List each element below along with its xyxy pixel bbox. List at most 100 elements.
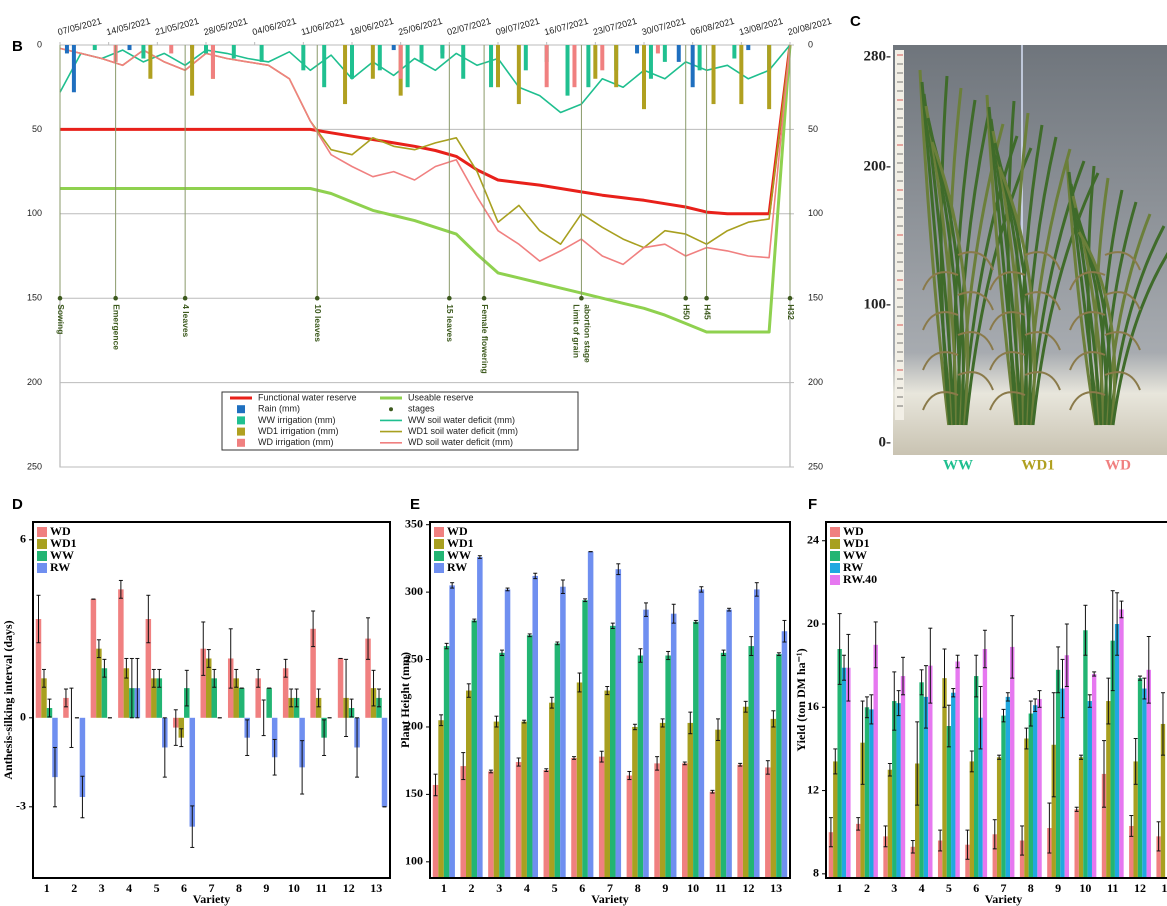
stage-point [787,295,793,301]
bar [419,45,424,62]
plant-leaf [1104,251,1141,271]
panel-label: E [410,496,420,513]
bar [690,45,695,88]
plant-stalk [922,93,956,426]
y-tick-label: 0 [20,710,26,724]
bar [1060,688,1065,878]
stage-label: Limit of grain [572,304,582,358]
y-tick-label: 150 [405,786,423,800]
bar [549,702,555,878]
x-tick-label: 25/06/2021 [397,16,443,37]
x-tick-label: 6 [579,881,585,895]
bar [720,652,727,878]
x-tick-label: 13 [770,881,782,895]
x-tick-label: 4 [919,881,925,895]
bar [322,45,327,88]
bar [544,45,549,88]
x-tick-label: 10 [687,881,699,895]
x-tick-label: 8 [236,881,242,895]
y2-tick-label: 0 [808,39,813,49]
x-tick-label: 1 [837,881,843,895]
bar [856,823,861,878]
y-tick-label: 280- [864,48,892,64]
bar [643,609,649,878]
bar [571,757,577,878]
x-tick-label: 4 [524,881,530,895]
bar [405,45,410,88]
x-tick-label: 14/05/2021 [105,16,151,37]
x-tick-label: 3 [99,881,105,895]
y-tick-label: 100- [864,297,892,313]
y-tick-label: 0 [37,39,42,49]
plant-label: WW [943,457,973,473]
bar [377,45,382,71]
x-tick-label: 2 [864,881,870,895]
bar [765,767,771,878]
bar [432,784,439,878]
stage-point [314,295,320,301]
bar [726,609,732,878]
plant-leaf [922,391,959,411]
legend-label: WW soil water deficit (mm) [408,415,515,425]
y-tick-label: 100 [27,208,42,218]
bar [1074,809,1079,878]
legend-key [434,563,444,573]
plant-leaf [1024,251,1061,271]
stage-point [704,295,709,301]
x-tick-label: 9 [1055,881,1061,895]
bar [266,688,272,718]
x-tick-label: 8 [635,881,641,895]
bar [598,756,605,878]
panel-label: D [12,496,23,513]
bar [64,45,69,54]
bar [391,45,396,51]
x-tick-label: 13 [370,881,382,895]
legend-label: WW [447,548,471,562]
bar [438,720,444,878]
bar [210,45,215,79]
x-tick-label: 11 [715,881,726,895]
bar [1101,773,1107,878]
stage-point [57,295,63,301]
bar [554,643,561,878]
y2-tick-label: 50 [808,124,818,134]
bar [460,766,466,878]
y-tick-label: 350 [405,516,423,530]
y-tick-label: 150 [27,293,42,303]
bar [635,45,640,54]
stage-label: 10 leaves [313,304,323,342]
legend-label: RW [447,560,467,574]
x-tick-label: 18/06/2021 [349,16,395,37]
x-tick-label: 2 [71,881,77,895]
legend-label: WD [447,524,468,538]
x-tick-label: 11/06/2021 [300,16,345,37]
plant-stalk [987,106,1020,426]
x-tick-label: 1 [441,881,447,895]
legend-key [830,551,840,561]
bar [337,658,344,718]
x-tick-label: 7 [607,881,613,895]
stage-point [579,295,584,301]
bar [1119,609,1124,878]
bar [642,45,646,110]
bar [1156,836,1161,878]
bar [955,661,960,878]
stage-label: H45 [702,304,712,320]
bar [900,676,906,878]
x-tick-label: 8 [1028,881,1034,895]
bar [398,45,403,79]
bar [466,690,472,878]
bar [238,688,245,718]
bar [610,625,616,878]
stage-point [481,295,487,301]
bar [841,667,847,878]
bar [440,45,445,59]
bar [123,668,130,718]
bar [748,646,754,878]
plot-frame [32,521,391,879]
bar [1064,655,1070,878]
bar [937,840,943,878]
x-tick-label: 23/07/2021 [592,16,638,37]
legend-label: WW [843,548,867,562]
stage-label: Emergence [111,304,121,350]
